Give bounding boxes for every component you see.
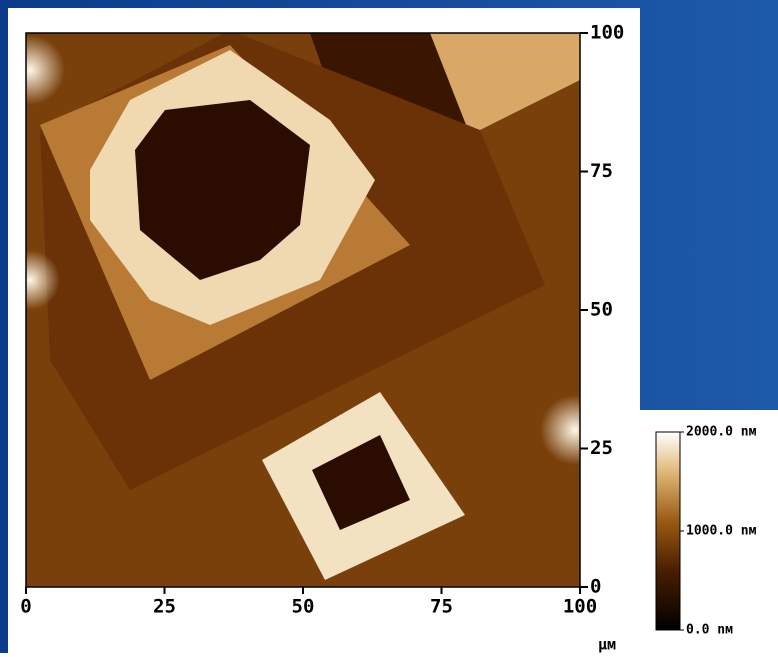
colorbar-label: 2000.0 nм bbox=[686, 425, 757, 440]
y-tick-label: 75 bbox=[590, 160, 613, 182]
y-tick-label: 25 bbox=[590, 437, 613, 459]
x-tick-label: 100 bbox=[563, 596, 597, 618]
chart: µм 025507510002550751002000.0 nм1000.0 n… bbox=[0, 0, 778, 653]
page: {"chart_data": {"type": "image", "x_unit… bbox=[0, 0, 778, 653]
colorbar bbox=[656, 432, 680, 630]
y-tick-label: 100 bbox=[590, 22, 624, 44]
x-tick-label: 0 bbox=[20, 596, 31, 618]
x-tick-label: 75 bbox=[430, 596, 453, 618]
x-tick-label: 50 bbox=[292, 596, 315, 618]
colorbar-label: 0.0 nм bbox=[686, 623, 733, 638]
y-tick-label: 50 bbox=[590, 299, 613, 321]
x-tick-label: 25 bbox=[153, 596, 176, 618]
y-tick-label: 0 bbox=[590, 576, 601, 598]
colorbar-label: 1000.0 nм bbox=[686, 524, 757, 539]
afm-image bbox=[0, 30, 610, 587]
x-unit: µм bbox=[598, 636, 616, 654]
